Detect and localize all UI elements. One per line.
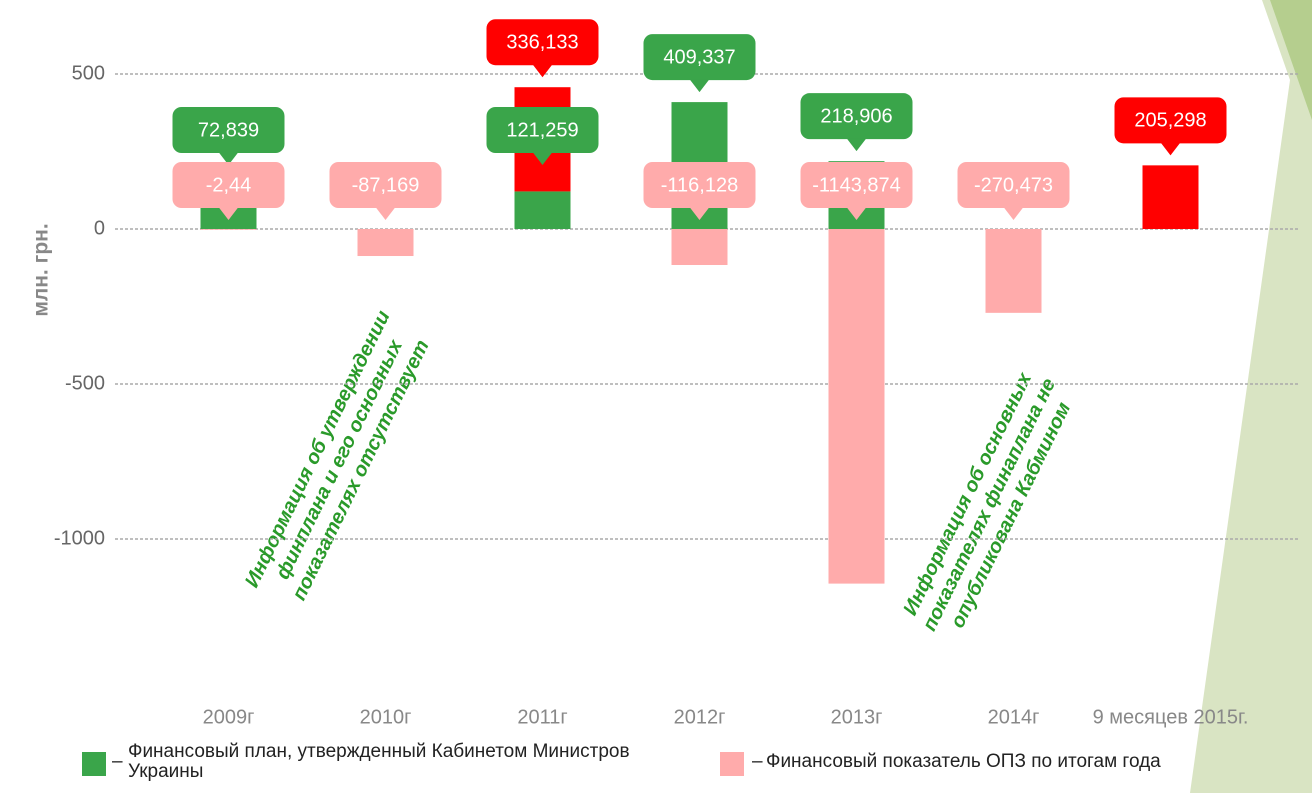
callout-box [1114, 97, 1227, 144]
callout-box [957, 162, 1070, 208]
callout-box [329, 162, 442, 208]
bar [985, 229, 1042, 313]
legend-label: Финансовый показатель ОПЗ по итогам года [766, 751, 1161, 772]
annotation-line: показателях финаплана не [919, 375, 1061, 634]
annotation-line: финплана и его основных [272, 336, 408, 583]
callout-pointer [689, 207, 710, 220]
callout-pointer [532, 152, 553, 165]
x-tick-label: 2010г [360, 706, 412, 728]
legend-swatch [720, 752, 744, 776]
data-label: -87,169 [352, 174, 420, 196]
data-label: 121,259 [506, 119, 578, 141]
legend-label: Финансовый план, утвержденный Кабинетом … [128, 741, 630, 782]
data-label: -2,44 [206, 174, 252, 196]
callout-pointer [689, 79, 710, 93]
data-label: 409,337 [663, 46, 735, 68]
data-label: 72,839 [198, 119, 259, 141]
x-tick-label: 2013г [831, 706, 883, 728]
data-label: 336,133 [506, 31, 578, 53]
data-label: 218,906 [820, 105, 892, 127]
bar [828, 229, 885, 584]
data-label: -270,473 [974, 174, 1053, 196]
callout-box [643, 34, 756, 81]
callout-box [486, 19, 599, 66]
data-label: 205,298 [1134, 110, 1206, 132]
decoration [1270, 0, 1312, 120]
callout-pointer [218, 152, 239, 165]
bar [671, 229, 728, 265]
bar [357, 229, 414, 257]
data-label: -116,128 [661, 174, 738, 196]
callout-pointer [375, 207, 396, 220]
callout-box [800, 93, 913, 140]
y-tick-label: -500 [65, 372, 105, 394]
x-tick-label: 2011г [517, 706, 567, 728]
callout-pointer [1160, 142, 1181, 156]
callout-pointer [846, 207, 867, 220]
callout-pointer [1003, 207, 1024, 220]
callout-box [172, 162, 285, 208]
y-axis-label: млн. грн. [30, 223, 53, 316]
x-tick-label: 9 месяцев 2015г. [1093, 706, 1249, 728]
callout-pointer [846, 138, 867, 152]
x-tick-label: 2012г [674, 706, 726, 728]
callout-box [643, 162, 756, 208]
bar [514, 191, 571, 229]
bar [200, 229, 257, 230]
decoration [1190, 0, 1312, 793]
annotation: Информация об утверждении финплана и его… [241, 307, 434, 604]
callout-box [800, 162, 913, 208]
y-tick-label: -1000 [54, 527, 105, 549]
x-tick-label: 2009г [203, 706, 255, 728]
data-label: -1143,874 [812, 174, 901, 196]
x-tick-label: 2014г [988, 706, 1040, 728]
callout-pointer [218, 207, 239, 220]
legend-dash: – [752, 751, 763, 772]
bar [1142, 165, 1199, 229]
legend-dash: – [112, 751, 123, 772]
legend-swatch [82, 752, 106, 776]
annotation: Информация об основных показателях финап… [899, 369, 1075, 635]
y-tick-label: 0 [94, 217, 105, 239]
y-tick-label: 500 [72, 62, 105, 84]
callout-box [486, 107, 599, 153]
callout-box [172, 107, 285, 153]
callout-pointer [532, 64, 553, 78]
